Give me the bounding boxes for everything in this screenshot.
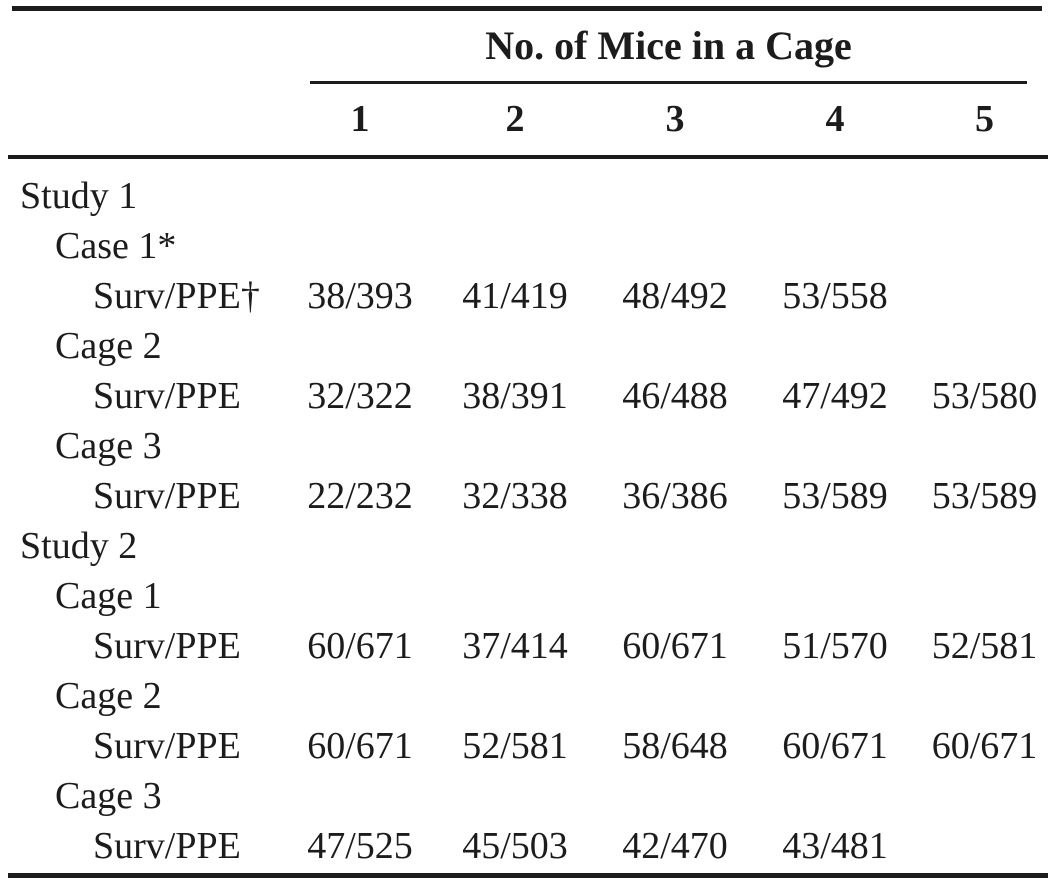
cell-value: 32/322 [307,375,413,417]
cell-value: 51/570 [782,625,888,667]
cell-value: 58/648 [622,725,728,767]
cell-value: 38/393 [307,275,413,317]
row-label: Cage 3 [55,775,162,817]
table-row: Surv/PPE 32/322 38/391 46/488 47/492 53/… [0,371,1054,421]
row-label: Surv/PPE [93,825,241,867]
cell-value: 60/671 [622,625,728,667]
bottom-rule [8,873,1048,878]
row-label: Surv/PPE† [93,275,260,317]
cell-value: 42/470 [622,825,728,867]
row-label: Surv/PPE [93,725,241,767]
cell-value: 53/589 [931,475,1038,517]
table-row: Cage 2 [0,671,1054,721]
column-header-4: 4 [825,98,845,140]
row-label: Cage 3 [55,425,162,467]
table-row: Surv/PPE 60/671 37/414 60/671 51/570 52/… [0,621,1054,671]
cell-value: 47/492 [782,375,888,417]
cell-value: 41/419 [462,275,568,317]
cell-value: 52/581 [931,625,1038,667]
cell-value: 52/581 [462,725,568,767]
row-label: Surv/PPE [93,625,241,667]
row-label: Cage 1 [55,575,162,617]
cell-value: 36/386 [622,475,728,517]
table-row: Study 1 [0,171,1054,221]
cell-value: 48/492 [622,275,728,317]
table-spanner-header: No. of Mice in a Cage [485,23,852,68]
table-row: Surv/PPE 60/671 52/581 58/648 60/671 60/… [0,721,1054,771]
row-label: Study 2 [20,525,138,567]
cell-value: 32/338 [462,475,568,517]
column-header-2: 2 [505,98,525,140]
column-header-1: 1 [350,98,370,140]
table-row: Surv/PPE 47/525 45/503 42/470 43/481 [0,821,1054,871]
table-row: Surv/PPE† 38/393 41/419 48/492 53/558 [0,271,1054,321]
row-label: Case 1* [55,225,177,267]
table-row: Cage 3 [0,771,1054,821]
row-label: Cage 2 [55,325,162,367]
table-row: Study 2 [0,521,1054,571]
table-row: Cage 2 [0,321,1054,371]
table-row: Cage 3 [0,421,1054,471]
header-body-rule [8,155,1048,159]
spanner-rule [310,81,1027,84]
column-header-3: 3 [665,98,685,140]
column-header-5: 5 [975,98,994,140]
row-label: Surv/PPE [93,475,241,517]
cell-value: 60/671 [307,625,413,667]
cell-value: 43/481 [782,825,888,867]
table-row: Case 1* [0,221,1054,271]
cell-value: 45/503 [462,825,568,867]
cell-value: 53/580 [931,375,1038,417]
table-row: Cage 1 [0,571,1054,621]
cell-value: 53/589 [782,475,888,517]
cell-value: 53/558 [782,275,888,317]
top-rule [12,6,1042,11]
cell-value: 38/391 [462,375,568,417]
cell-value: 37/414 [462,625,568,667]
cell-value: 22/232 [307,475,413,517]
column-header-row: 1 2 3 4 5 [0,96,1054,142]
cell-value: 60/671 [782,725,888,767]
table-row: Surv/PPE 22/232 32/338 36/386 53/589 53/… [0,471,1054,521]
cell-value: 60/671 [931,725,1038,767]
row-label: Cage 2 [55,675,162,717]
table-body: Study 1 Case 1* Surv/PPE† 38/393 41/419 … [0,165,1054,871]
cell-value: 47/525 [307,825,413,867]
row-label: Study 1 [20,175,138,217]
row-label: Surv/PPE [93,375,241,417]
cell-value: 60/671 [307,725,413,767]
cell-value: 46/488 [622,375,728,417]
